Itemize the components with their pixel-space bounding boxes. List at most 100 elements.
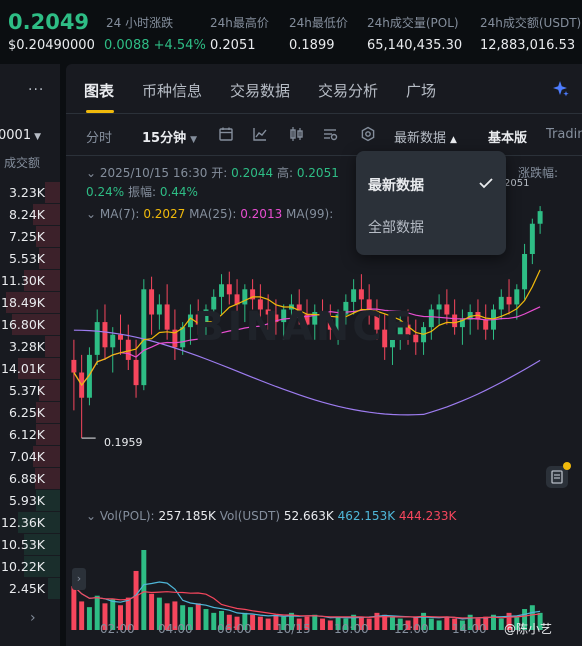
tradingview-button[interactable]: Tradin [546, 127, 582, 142]
depth-bar [48, 578, 60, 599]
interval-select[interactable]: 15分钟 ▼ [142, 127, 197, 146]
x-axis-label: 14:00 [452, 622, 487, 636]
candle-body [397, 324, 403, 335]
stat-value-24h-high: 0.2051 [210, 38, 256, 53]
candle-body [164, 304, 170, 330]
panel-tabs: 图表 币种信息 交易数据 交易分析 广场 [66, 64, 582, 114]
notification-button[interactable] [546, 466, 568, 488]
calendar-icon[interactable] [218, 126, 234, 142]
ask-row[interactable]: 14.01K [0, 358, 60, 379]
depth-bar [33, 446, 60, 467]
data-range-dropdown: 最新数据 全部数据 [356, 151, 506, 255]
ask-row[interactable]: 3.23K [0, 182, 60, 203]
volume-bar [273, 614, 279, 630]
candle-body [265, 309, 271, 315]
volume-bar [288, 612, 294, 630]
volume-bar [444, 616, 450, 630]
candle-body [537, 211, 543, 224]
volume-bar [79, 601, 85, 630]
candlestick-chart[interactable] [66, 156, 582, 506]
ask-row[interactable]: 16.80K [0, 314, 60, 335]
chart-panel: 图表 币种信息 交易数据 交易分析 广场 分时 15分钟 ▼ 最新数据 ▲ 基本版 … [66, 64, 582, 646]
candle-body [529, 223, 535, 254]
depth-bar [35, 468, 60, 489]
indicators-icon[interactable] [322, 126, 338, 142]
candle-body [242, 289, 248, 305]
volume-bar [71, 586, 77, 630]
ask-row[interactable]: 6.12K [0, 424, 60, 445]
tab-trading-data[interactable]: 交易数据 [230, 82, 291, 100]
dropdown-item-all-data[interactable]: 全部数据 [368, 220, 424, 236]
ai-sparkle-icon[interactable] [552, 80, 570, 98]
stat-label-24h-low: 24h最低价 [289, 16, 348, 30]
volume-bar [86, 607, 92, 630]
x-axis-label: 10:00 [334, 622, 369, 636]
candle-body [514, 289, 520, 305]
volume-bar [242, 612, 248, 630]
volume-bar [382, 614, 388, 630]
more-options-icon[interactable]: ··· [28, 82, 45, 98]
chevron-right-icon[interactable]: › [72, 568, 86, 590]
ask-row[interactable]: 5.37K [0, 380, 60, 401]
bid-row[interactable]: 10.53K [0, 534, 60, 555]
candle-body [327, 319, 333, 330]
stat-value-24h-turnover-usdt: 12,883,016.53 [480, 38, 576, 53]
basic-version-button[interactable]: 基本版 [488, 131, 528, 146]
ask-row[interactable]: 3.28K [0, 336, 60, 357]
order-amount: 7.04K [8, 449, 45, 464]
tab-trading-analysis[interactable]: 交易分析 [318, 82, 379, 100]
tab-square[interactable]: 广场 [406, 82, 437, 100]
chart-area[interactable]: BINANCE ⌄ 2025/10/15 16:30 开: 0.2044 高: … [66, 156, 582, 646]
ask-row[interactable]: 8.24K [0, 204, 60, 225]
order-amount: 8.24K [8, 207, 45, 222]
bid-row[interactable]: 5.93K [0, 490, 60, 511]
bid-row[interactable]: 2.45K [0, 578, 60, 599]
volume-bar [226, 614, 232, 630]
ask-row[interactable]: 6.88K [0, 468, 60, 489]
dropdown-item-latest-data[interactable]: 最新数据 [368, 178, 424, 194]
depth-bar [24, 534, 60, 555]
candle-body [133, 359, 139, 386]
ma7-label: MA(7): [99, 207, 140, 221]
ma99-line [73, 329, 541, 416]
candle-body [125, 339, 131, 360]
settings-icon[interactable] [360, 126, 376, 142]
ask-row[interactable]: 18.49K [0, 292, 60, 313]
depth-bar [45, 336, 60, 357]
ask-row[interactable]: 7.25K [0, 226, 60, 247]
chevron-right-icon[interactable]: › [30, 610, 36, 626]
ask-row[interactable]: 7.04K [0, 446, 60, 467]
volume-bar [320, 618, 326, 630]
bid-row[interactable]: 10.22K [0, 556, 60, 577]
ask-row[interactable]: 11.30K [0, 270, 60, 291]
ask-row[interactable]: 6.25K [0, 402, 60, 423]
candlestick-type-icon[interactable] [288, 126, 304, 142]
depth-bar [24, 556, 60, 577]
line-chart-icon[interactable] [252, 126, 268, 142]
candle-body [149, 289, 155, 315]
ma25-value: 0.2013 [240, 207, 283, 221]
depth-bar [36, 402, 60, 423]
volume-bar [257, 616, 263, 630]
data-range-select[interactable]: 最新数据 ▲ [394, 127, 457, 146]
depth-bar [36, 490, 60, 511]
volume-bar [413, 616, 419, 630]
binance-watermark: BINANCE [194, 304, 415, 350]
order-amount: 10.22K [1, 559, 45, 574]
time-share-button[interactable]: 分时 [86, 131, 113, 146]
volume-bar [506, 612, 512, 630]
volume-bar [164, 603, 170, 630]
price-step-select[interactable]: 0001 ▼ [0, 128, 41, 143]
ask-row[interactable]: 5.53K [0, 248, 60, 269]
legend-amplitude: 0.44% [159, 185, 198, 199]
candle-body [304, 314, 310, 325]
candle-body [382, 329, 388, 348]
vol-ma2-value: 444.233K [398, 509, 457, 523]
caret-down-icon: ⌄ [86, 166, 100, 180]
ticker-bar: 0.2049 $0.20490000 24 小时涨跌 0.0088 +4.54%… [0, 0, 582, 62]
candle-body [71, 359, 77, 373]
tab-chart[interactable]: 图表 [84, 82, 115, 100]
candle-body [86, 354, 92, 398]
tab-coin-info[interactable]: 币种信息 [142, 82, 203, 100]
bid-row[interactable]: 12.36K [0, 512, 60, 533]
